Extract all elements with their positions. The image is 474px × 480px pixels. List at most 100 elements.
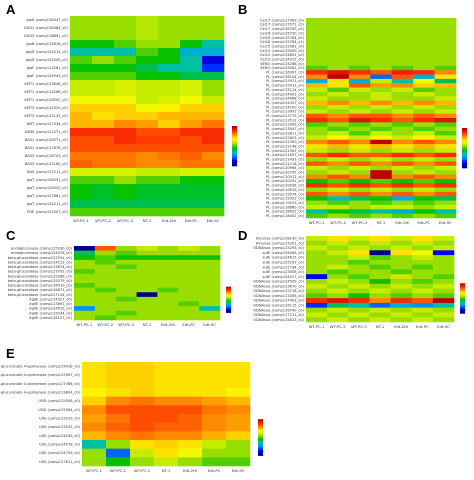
heatmap-cell <box>114 136 137 145</box>
heatmap-cell <box>178 310 200 316</box>
heatmap-cell <box>157 246 179 251</box>
heatmap-cell <box>348 264 370 270</box>
heatmap-cell <box>370 183 393 188</box>
heatmap-cell <box>391 109 414 114</box>
colorscale-segment <box>460 289 465 292</box>
heatmap-cell <box>70 64 93 73</box>
row-label: PL (comp119816_c0) <box>266 188 304 192</box>
heatmap-cell <box>158 72 181 81</box>
heatmap-cell <box>202 56 225 65</box>
row-label: endoglucanase (comp124976_c0) <box>11 251 73 255</box>
row-label: PL (comp120038_c0) <box>266 184 304 188</box>
heatmap-panel-b: B Cel17 (comp127083_c0) Cel17 (comp127071… <box>238 2 472 228</box>
heatmap-cell <box>391 187 414 193</box>
heatmap-cell <box>327 236 349 242</box>
heatmap-cell <box>348 135 371 141</box>
colorscale-segment <box>232 130 237 133</box>
heatmap-cell <box>348 57 371 62</box>
heatmap-cell <box>348 61 371 67</box>
heatmap-cell <box>432 269 455 275</box>
heatmap-cell <box>306 87 328 93</box>
heatmap-cell <box>411 302 434 308</box>
heatmap-cell <box>178 259 200 265</box>
heatmap-cell <box>348 139 371 145</box>
heatmap-cell <box>306 122 328 127</box>
heatmap-cell <box>348 26 371 32</box>
heatmap-cell <box>434 209 457 214</box>
heatmap-cell <box>348 317 370 323</box>
heatmap-cell <box>94 264 117 270</box>
row-label: glpD (comp125000_c0) <box>26 58 69 62</box>
heatmap-cell <box>327 104 350 110</box>
row-label: PL (comp125412_c0) <box>266 84 304 88</box>
heatmap-cell <box>114 192 137 201</box>
row-label: UXS (comp124578_c0) <box>39 443 81 447</box>
heatmap-cell <box>92 88 115 97</box>
colorscale-segment <box>232 154 237 157</box>
heatmap-cell <box>413 87 435 93</box>
row-label: UDP-glucuronate 4-epimerase (comp125967_… <box>0 373 81 377</box>
heatmap-cell <box>154 370 179 380</box>
heatmap-cell <box>370 57 393 62</box>
heatmap-cell <box>74 250 96 256</box>
heatmap-cell <box>115 264 137 270</box>
heatmap-cell <box>327 52 350 58</box>
heatmap-cell <box>391 126 414 132</box>
heatmap-cell <box>348 191 371 197</box>
heatmap-cell <box>157 287 179 293</box>
heatmap-cell <box>70 152 93 161</box>
heatmap-cell <box>348 187 371 193</box>
heatmap-cell <box>434 87 457 93</box>
colorscale-segment <box>258 437 263 440</box>
heatmap-cell <box>369 279 391 285</box>
heatmap-cell <box>327 288 349 294</box>
heatmap-d-svg: HSrussa (comp128230_c0)HSrussa (comp1252… <box>253 236 467 329</box>
heatmap-cell <box>92 120 115 129</box>
heatmap-cell <box>180 192 203 201</box>
colorscale-segment <box>226 293 231 295</box>
heatmap-cell <box>369 298 391 304</box>
heatmap-cell <box>413 35 435 41</box>
heatmap-cell <box>136 136 159 145</box>
heatmap-cell <box>158 32 181 41</box>
heatmap-cell <box>348 31 371 36</box>
heatmap-cell <box>348 312 370 318</box>
colorscale-segment <box>232 138 237 141</box>
column-label: WT-PC-2 <box>330 220 346 225</box>
colorscale-segment <box>226 302 231 304</box>
colorscale-segment <box>462 140 467 143</box>
heatmap-cell <box>434 174 457 180</box>
heatmap-cell <box>74 278 96 284</box>
row-label: PL (comp124200_c0) <box>266 105 304 109</box>
heatmap-cell <box>348 302 370 308</box>
heatmap-cell <box>327 165 350 171</box>
heatmap-cell <box>202 112 225 121</box>
row-label: Cel17 (comp127071_c0) <box>260 23 305 27</box>
heatmap-cell <box>158 208 181 217</box>
heatmap-cell <box>370 178 393 184</box>
heatmap-cell <box>92 136 115 145</box>
heatmap-cell <box>94 250 117 256</box>
heatmap-cell <box>82 422 107 432</box>
heatmap-cell <box>413 65 435 71</box>
row-label: AMT2 (comp125132_c0) <box>24 114 68 118</box>
heatmap-cell <box>306 113 328 119</box>
heatmap-cell <box>327 83 350 88</box>
heatmap-cell <box>348 96 371 101</box>
heatmap-cell <box>199 255 221 261</box>
heatmap-cell <box>180 56 203 65</box>
heatmap-cell <box>178 362 203 371</box>
heatmap-cell <box>178 301 200 307</box>
row-label: Cel16 (comp125784_c0) <box>260 36 305 40</box>
heatmap-cell <box>306 52 328 58</box>
heatmap-cell <box>370 152 393 158</box>
row-label: ODNAsuo (comp125718_c0) <box>253 289 304 293</box>
colorscale-segment <box>232 162 237 165</box>
row-label: glpD (comp124312_c0) <box>26 50 69 54</box>
heatmap-cell <box>370 161 393 167</box>
heatmap-cell <box>202 422 227 432</box>
heatmap-cell <box>157 296 179 302</box>
heatmap-cell <box>106 396 131 406</box>
heatmap-cell <box>202 414 227 423</box>
heatmap-cell <box>370 209 393 214</box>
